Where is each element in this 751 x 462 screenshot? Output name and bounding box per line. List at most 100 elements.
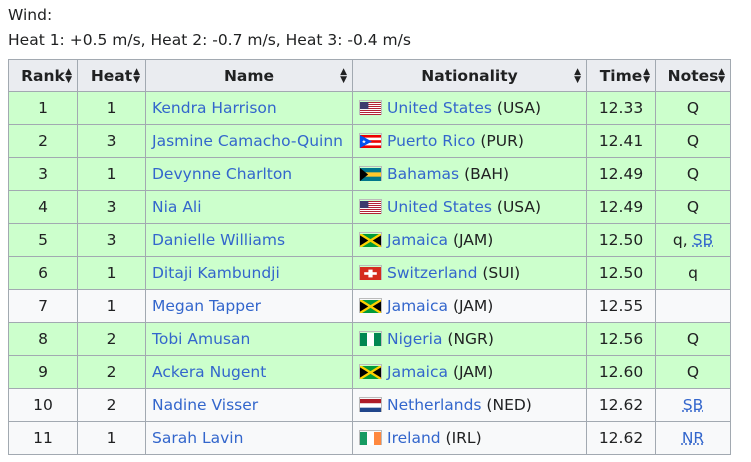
netherlands-flag-icon [359,397,382,412]
name-header[interactable]: Name ▲ ▼ [145,59,353,92]
wind-label: Wind: [8,6,53,24]
usa-flag-icon [359,100,382,115]
heat-cell: 3 [77,223,146,257]
name-cell: Megan Tapper [145,289,353,323]
note-text: Q [686,198,700,216]
sort-icon: ▲ ▼ [574,67,581,85]
country-code: (NED) [486,396,532,414]
athlete-link[interactable]: Nia Ali [152,198,202,216]
table-row: 11 1 Sarah Lavin Ireland (IRL) 12.62 NR [8,421,731,455]
ireland-flag-icon [359,430,382,445]
country-code: (BAH) [464,165,510,183]
athlete-link[interactable]: Sarah Lavin [152,429,244,447]
nationality-cell: Jamaica (JAM) [352,289,587,323]
time-cell: 12.50 [586,256,656,290]
country-code: (IRL) [445,429,482,447]
time-cell: 12.41 [586,124,656,158]
athlete-link[interactable]: Tobi Amusan [152,330,251,348]
country-code: (NGR) [447,330,494,348]
rank-cell: 8 [8,322,78,356]
country-code: (USA) [496,198,542,216]
nationality-cell: Netherlands (NED) [352,388,587,422]
rank-cell: 1 [8,91,78,125]
athlete-link[interactable]: Danielle Williams [152,231,286,249]
notes-cell: Q [655,190,731,224]
country-link[interactable]: Jamaica [387,297,448,315]
time-cell: 12.60 [586,355,656,389]
country-link[interactable]: Jamaica [387,363,448,381]
name-cell: Danielle Williams [145,223,353,257]
athlete-link[interactable]: Ditaji Kambundji [152,264,280,282]
country-link[interactable]: United States [387,99,492,117]
athlete-link[interactable]: Jasmine Camacho-Quinn [152,132,344,150]
heat-cell: 1 [77,421,146,455]
heat-header[interactable]: Heat ▲ ▼ [77,59,146,92]
rank-cell: 10 [8,388,78,422]
time-header[interactable]: Time ▲ ▼ [586,59,656,92]
athlete-link[interactable]: Megan Tapper [152,297,261,315]
table-row: 2 3 Jasmine Camacho-Quinn Puerto Rico (PUR)… [8,124,731,158]
rank-cell: 4 [8,190,78,224]
time-cell: 12.62 [586,388,656,422]
rank-header[interactable]: Rank ▲ ▼ [8,59,78,92]
sort-icon: ▲ ▼ [65,67,72,85]
notes-cell: Q [655,355,731,389]
name-cell: Ackera Nugent [145,355,353,389]
table-row: 5 3 Danielle Williams Jamaica (JAM) 12.50 q, … [8,223,731,257]
country-link[interactable]: United States [387,198,492,216]
bahamas-flag-icon [359,166,382,181]
country-code: (JAM) [452,297,494,315]
table-row: 4 3 Nia Ali United States (USA) 12.49 Q [8,190,731,224]
heat-cell: 2 [77,388,146,422]
notes-header[interactable]: Notes ▲ ▼ [655,59,731,92]
nationality-cell: Ireland (IRL) [352,421,587,455]
name-cell: Nia Ali [145,190,353,224]
rank-cell: 11 [8,421,78,455]
name-cell: Kendra Harrison [145,91,353,125]
table-row: 6 1 Ditaji Kambundji Switzerland (SUI) 12.50… [8,256,731,290]
nationality-cell: Puerto Rico (PUR) [352,124,587,158]
nigeria-flag-icon [359,331,382,346]
name-cell: Nadine Visser [145,388,353,422]
country-code: (SUI) [482,264,521,282]
switzerland-flag-icon [359,265,382,280]
athlete-link[interactable]: Ackera Nugent [152,363,267,381]
country-code: (PUR) [480,132,524,150]
note-abbr-link[interactable]: NR [681,429,705,447]
country-code: (USA) [496,99,542,117]
notes-cell: SB [655,388,731,422]
country-link[interactable]: Jamaica [387,231,448,249]
heat-cell: 2 [77,322,146,356]
athlete-link[interactable]: Kendra Harrison [152,99,277,117]
rank-cell: 7 [8,289,78,323]
country-link[interactable]: Puerto Rico [387,132,476,150]
country-link[interactable]: Switzerland [387,264,478,282]
rank-cell: 5 [8,223,78,257]
note-abbr-link[interactable]: SB [682,396,704,414]
note-abbr-link[interactable]: SB [692,231,714,249]
athlete-link[interactable]: Nadine Visser [152,396,259,414]
country-link[interactable]: Ireland [387,429,441,447]
notes-cell: Q [655,124,731,158]
table-row: 10 2 Nadine Visser Netherlands (NED) 12.62 SB [8,388,731,422]
nationality-header[interactable]: Nationality ▲ ▼ [352,59,587,92]
time-cell: 12.49 [586,190,656,224]
sort-icon: ▲ ▼ [718,67,725,85]
name-cell: Tobi Amusan [145,322,353,356]
nationality-cell: Bahamas (BAH) [352,157,587,191]
athlete-link[interactable]: Devynne Charlton [152,165,293,183]
note-text: Q [686,99,700,117]
name-cell: Jasmine Camacho-Quinn [145,124,353,158]
country-link[interactable]: Nigeria [387,330,443,348]
heat-cell: 1 [77,157,146,191]
usa-flag-icon [359,199,382,214]
country-link[interactable]: Netherlands [387,396,482,414]
table-row: 7 1 Megan Tapper Jamaica (JAM) 12.55 [8,289,731,323]
country-link[interactable]: Bahamas [387,165,460,183]
name-cell: Ditaji Kambundji [145,256,353,290]
heat-cell: 1 [77,91,146,125]
notes-cell [655,289,731,323]
jamaica-flag-icon [359,232,382,249]
results-table: Rank ▲ ▼ Heat ▲ ▼ Name ▲ ▼ Nationality ▲ ▼ Time ▲… [8,59,731,455]
heat-cell: 2 [77,355,146,389]
